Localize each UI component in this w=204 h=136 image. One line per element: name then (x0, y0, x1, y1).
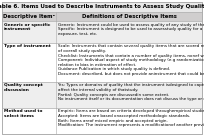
Text: Type of instrument: Type of instrument (3, 44, 50, 48)
Bar (2, 2, 202, 12)
Text: Scale: Instruments that contain several quality items that are scored numericall: Scale: Instruments that contain several … (58, 44, 204, 76)
Text: Generic: Instrument could be used to assess quality of any study of the type on
: Generic: Instrument could be used to ass… (58, 23, 204, 36)
Text: Yes: Types or domains of quality that the instrument isdesigned to capture are
a: Yes: Types or domains of quality that th… (58, 83, 204, 101)
Text: Empiric: Items are based on criteria developed throughempirical studies.
Accepte: Empiric: Items are based on criteria dev… (58, 109, 204, 127)
Bar (2, 82, 202, 108)
Bar (2, 108, 202, 134)
Bar (2, 43, 202, 82)
Bar (2, 21, 202, 43)
Text: Descriptive Itemᵃ: Descriptive Itemᵃ (3, 14, 55, 19)
Text: Definitions of Descriptive Items: Definitions of Descriptive Items (82, 14, 176, 19)
Bar (2, 12, 202, 21)
Text: Table 6. Items Used to Describe Instruments to Assess Study Quality.: Table 6. Items Used to Describe Instrume… (0, 4, 204, 9)
Text: Generic or specific
instrument: Generic or specific instrument (3, 23, 50, 31)
Text: Quality concept
discussion: Quality concept discussion (3, 83, 42, 92)
Text: Method used to
select items: Method used to select items (3, 109, 42, 118)
